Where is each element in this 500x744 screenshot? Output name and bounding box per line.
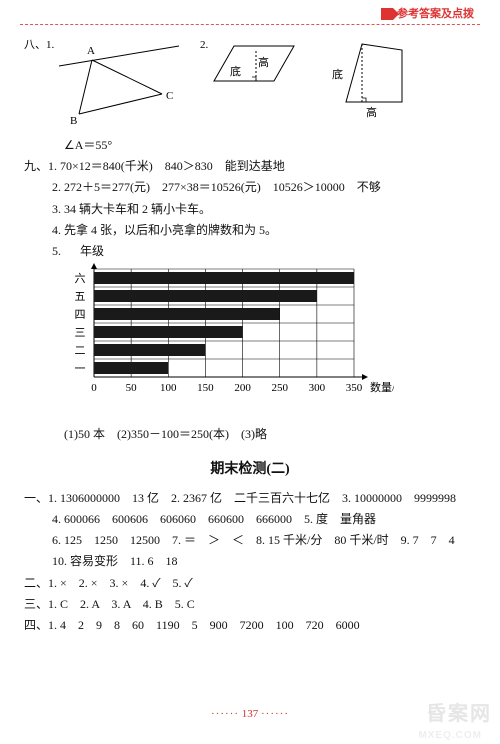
triangle-figure xyxy=(59,46,179,114)
dots-left: ······ xyxy=(211,708,239,720)
dots-right: ······ xyxy=(261,708,289,720)
sec8-fig2-prefix: 2. xyxy=(200,39,209,51)
svg-text:六: 六 xyxy=(75,272,86,285)
e2s1l2: 4. 600066 600606 606060 660600 666000 5.… xyxy=(52,510,476,529)
e2s1l4: 10. 容易变形 11. 6 18 xyxy=(52,552,476,571)
label-C: C xyxy=(166,90,173,102)
svg-text:一: 一 xyxy=(75,363,86,375)
page-content: 八、1. A B C 2. 底 高 xyxy=(24,36,476,637)
svg-text:300: 300 xyxy=(309,382,326,394)
arrow-icon xyxy=(381,8,393,20)
svg-text:250: 250 xyxy=(271,382,288,394)
svg-text:数量/本: 数量/本 xyxy=(370,380,394,394)
angle-line: ∠A＝55° xyxy=(64,136,476,155)
parallelogram-figure xyxy=(214,46,294,81)
section-8-figures: 八、1. A B C 2. 底 高 xyxy=(24,36,476,136)
svg-text:四: 四 xyxy=(75,309,86,321)
page-number: ······ 137 ······ xyxy=(0,706,500,724)
svg-text:三: 三 xyxy=(75,327,86,339)
header-text: 参考答案及点拨 xyxy=(397,8,474,20)
sec8-prefix: 八、1. xyxy=(24,39,54,51)
bar-chart-svg: 六五四三二一0 50 100 150 200 250 300 350 数量/本 xyxy=(64,263,394,419)
para-di: 底 xyxy=(230,64,241,78)
sec9-line1: 九、1. 70×12＝840(千米) 840＞830 能到达基地 xyxy=(24,157,476,176)
svg-text:100: 100 xyxy=(160,382,177,394)
label-B: B xyxy=(70,115,77,127)
e2s2: 二、1. × 2. × 3. × 4. ✓ 5. ✓ xyxy=(24,574,476,593)
svg-text:200: 200 xyxy=(234,382,251,394)
e2s3: 三、1. C 2. A 3. A 4. B 5. C xyxy=(24,595,476,614)
svg-text:350: 350 xyxy=(346,382,363,394)
chart-sub: (1)50 本 (2)350－100＝250(本) (3)略 xyxy=(64,425,476,444)
svg-text:五: 五 xyxy=(75,291,86,303)
figures-svg: 八、1. A B C 2. 底 高 xyxy=(24,36,476,136)
e2s1l3: 6. 125 1250 12500 7. ＝ ＞ ＜ 8. 15 千米/分 80… xyxy=(52,531,476,550)
sec9-line2: 2. 272＋5＝277(元) 277×38＝10526(元) 10526＞10… xyxy=(52,178,476,197)
e2s4: 四、1. 4 2 9 8 60 1190 5 900 7200 100 720 … xyxy=(24,616,476,635)
svg-text:二: 二 xyxy=(75,345,86,357)
label-A: A xyxy=(87,45,95,57)
trap-gao: 高 xyxy=(366,105,377,119)
divider-dashed xyxy=(20,24,480,25)
para-gao: 高 xyxy=(258,55,269,69)
sec9-line4: 4. 先拿 4 张，以后和小亮拿的牌数和为 5。 xyxy=(52,221,476,240)
sec9-line3: 3. 34 辆大卡车和 2 辆小卡车。 xyxy=(52,200,476,219)
pageno-value: 137 xyxy=(242,708,259,720)
sec9-line5: 5. 年级 xyxy=(52,242,476,261)
header-banner: 参考答案及点拨 xyxy=(381,6,474,24)
bar-chart: 六五四三二一0 50 100 150 200 250 300 350 数量/本 xyxy=(64,263,476,425)
svg-text:0: 0 xyxy=(91,382,97,394)
e2s1l1: 一、1. 1306000000 13 亿 2. 2367 亿 二千三百六十七亿 … xyxy=(24,489,476,508)
svg-text:150: 150 xyxy=(197,382,214,394)
chart-ytitle: 年级 xyxy=(80,244,104,258)
watermark-url: MXEQ.COM xyxy=(418,728,482,744)
trapezoid-figure xyxy=(346,44,402,102)
svg-text:50: 50 xyxy=(126,382,137,394)
trap-di: 底 xyxy=(332,67,343,81)
exam2-title: 期末检测(二) xyxy=(24,459,476,481)
